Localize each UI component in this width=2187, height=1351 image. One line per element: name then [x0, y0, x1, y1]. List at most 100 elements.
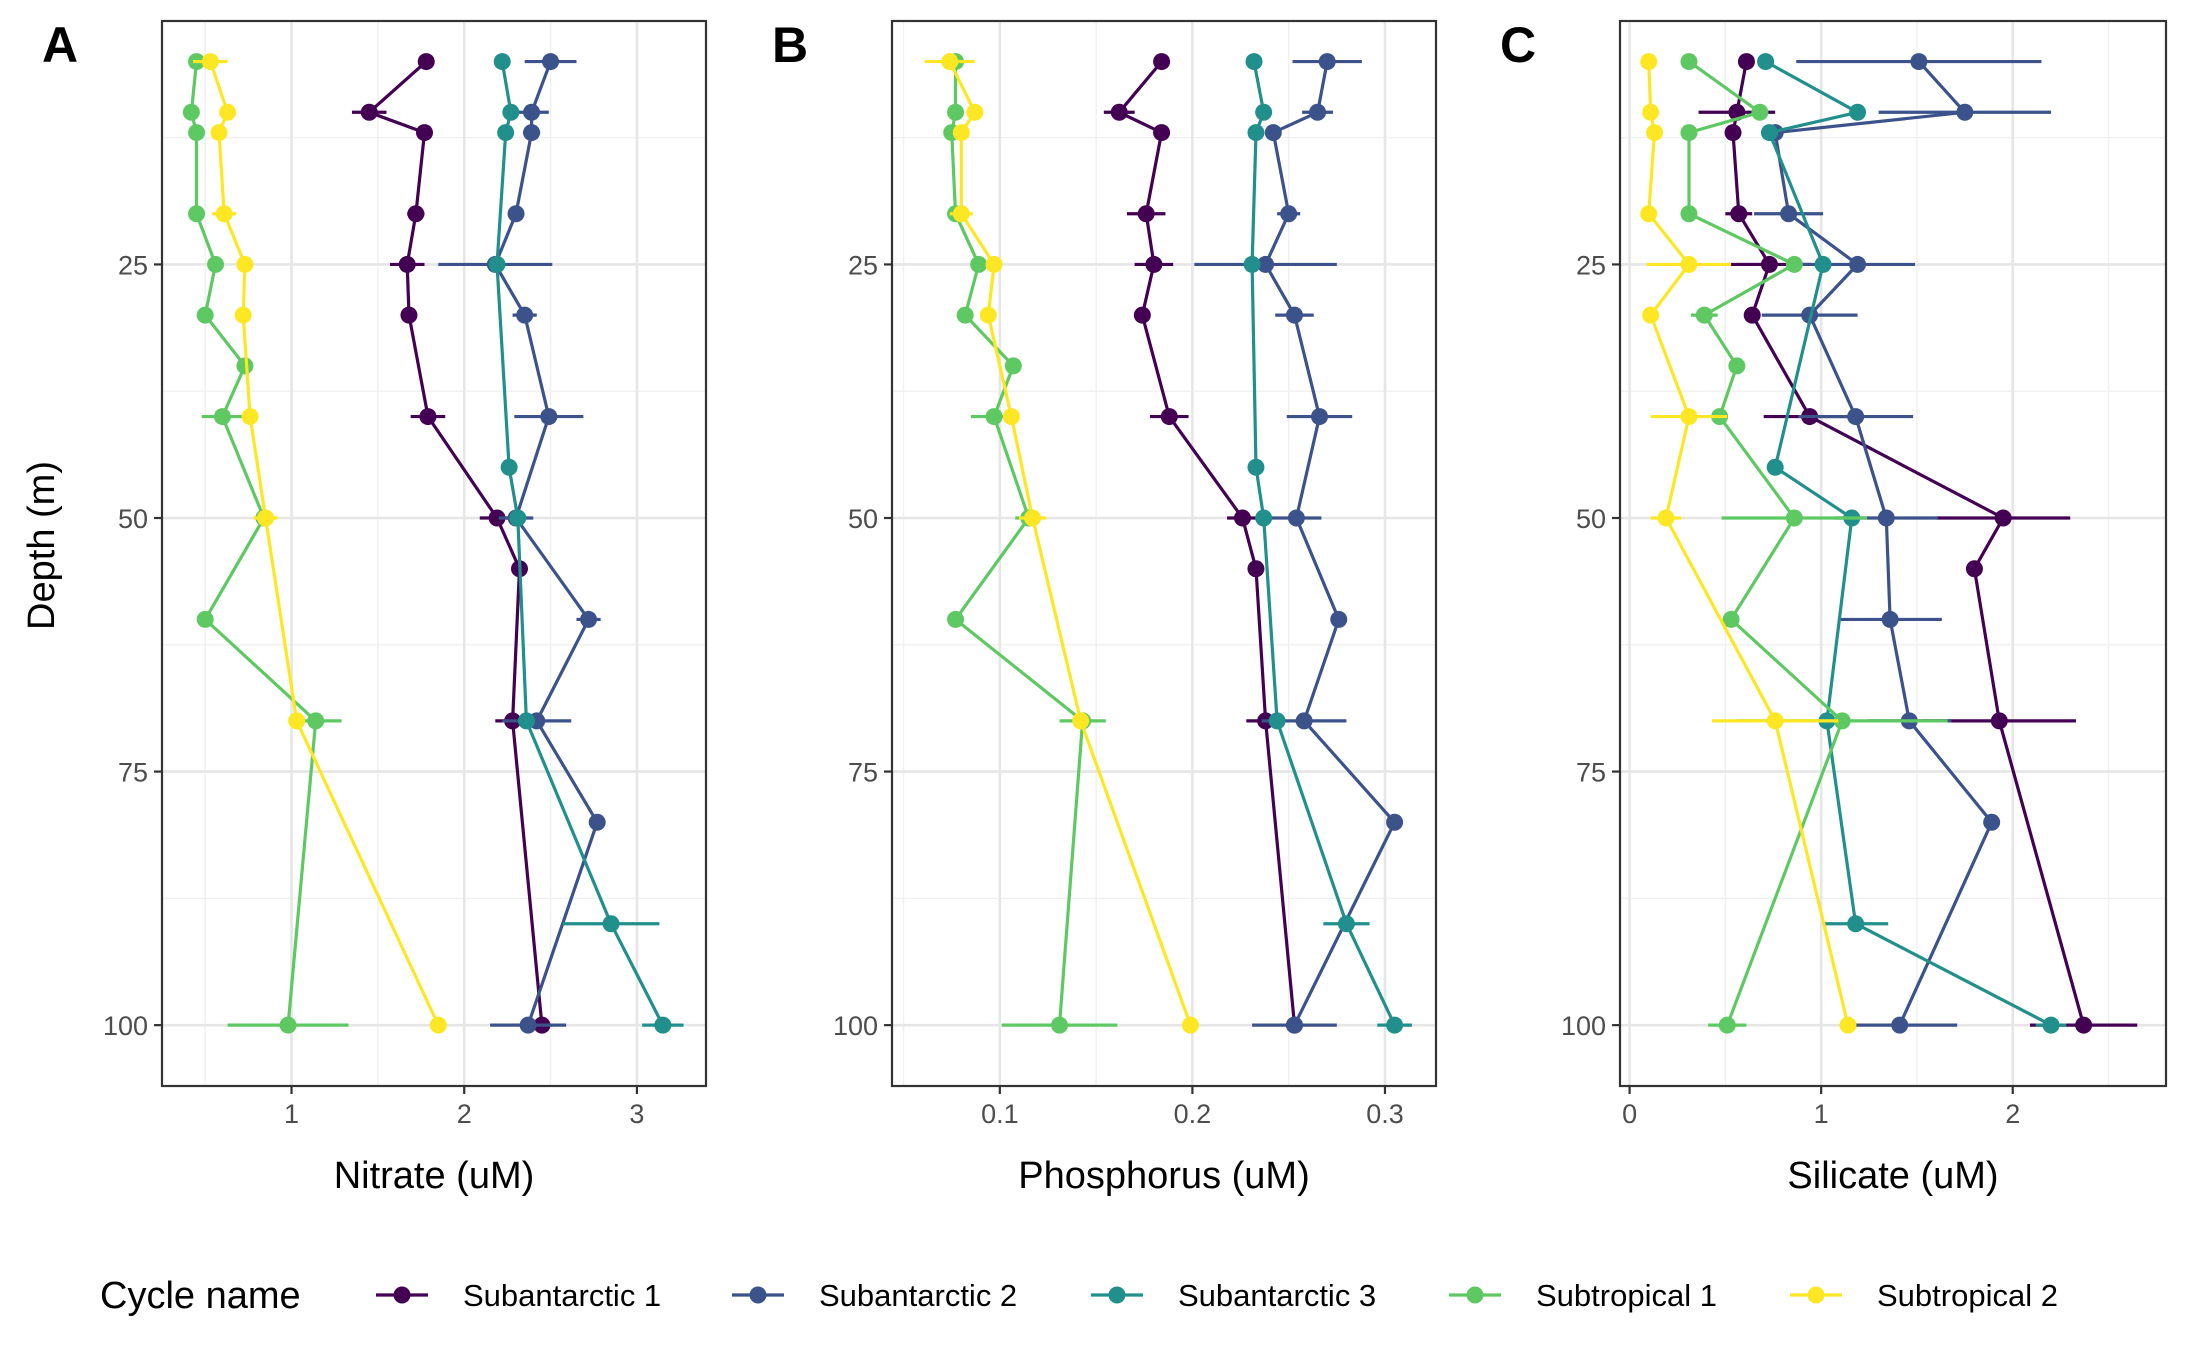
- panel-letter: B: [772, 17, 808, 73]
- data-point: [941, 53, 959, 71]
- data-point: [1983, 813, 2001, 831]
- legend-item: Subantarctic 2: [732, 1278, 1017, 1313]
- data-point: [602, 915, 620, 933]
- data-point: [1642, 103, 1660, 121]
- data-point: [1110, 103, 1128, 121]
- data-point: [2075, 1016, 2093, 1034]
- data-point: [488, 255, 506, 273]
- x-tick-label: 0: [1622, 1099, 1637, 1129]
- data-point: [1024, 509, 1042, 527]
- data-point: [1881, 610, 1899, 628]
- legend-label: Subantarctic 1: [463, 1278, 661, 1313]
- data-point: [1268, 712, 1286, 730]
- data-point: [1839, 1016, 1857, 1034]
- data-point: [1722, 610, 1740, 628]
- series-line: [1773, 60, 1994, 1026]
- series-subantarctic-3: [488, 53, 684, 1034]
- series-line: [1764, 60, 2052, 1027]
- data-point: [979, 306, 997, 324]
- x-axis-title: Nitrate (uM): [334, 1155, 535, 1197]
- data-point: [2042, 1016, 2060, 1034]
- data-point: [1247, 458, 1265, 476]
- data-point: [1645, 124, 1663, 142]
- data-point: [1137, 205, 1155, 223]
- data-point: [1760, 255, 1778, 273]
- legend-item: Subantarctic 1: [376, 1278, 661, 1313]
- data-point: [1833, 712, 1851, 730]
- data-point: [1181, 1016, 1199, 1034]
- data-point: [1264, 124, 1282, 142]
- data-point: [517, 712, 535, 730]
- data-point: [196, 306, 214, 324]
- data-point: [985, 255, 1003, 273]
- data-point: [1891, 1016, 1909, 1034]
- data-point: [500, 458, 518, 476]
- data-point: [1330, 610, 1348, 628]
- data-point: [1337, 915, 1355, 933]
- data-point: [1994, 509, 2012, 527]
- legend-key-point: [1466, 1286, 1484, 1304]
- data-point: [1072, 712, 1090, 730]
- data-point: [1657, 509, 1675, 527]
- data-point: [1728, 357, 1746, 375]
- panel-border: [160, 19, 708, 1088]
- data-point: [1002, 408, 1020, 426]
- legend-key-point: [1807, 1286, 1825, 1304]
- data-point: [493, 53, 511, 71]
- data-point: [1640, 205, 1658, 223]
- panel-border: [890, 19, 1438, 1088]
- series-line: [1250, 61, 1397, 1026]
- data-point: [1640, 53, 1658, 71]
- data-point: [516, 306, 534, 324]
- data-point: [1680, 124, 1698, 142]
- data-point: [213, 408, 231, 426]
- data-point: [1785, 509, 1803, 527]
- data-point: [1956, 103, 1974, 121]
- data-point: [588, 813, 606, 831]
- data-point: [219, 103, 237, 121]
- data-point: [1990, 712, 2008, 730]
- data-point: [1847, 408, 1865, 426]
- series-line: [189, 61, 318, 1026]
- data-point: [1257, 255, 1275, 273]
- legend-item: Subtropical 1: [1449, 1278, 1717, 1313]
- data-point: [1695, 306, 1713, 324]
- data-point: [497, 124, 515, 142]
- data-point: [1153, 53, 1171, 71]
- y-tick-label: 50: [848, 504, 878, 534]
- data-point: [188, 124, 206, 142]
- x-tick-label: 1: [284, 1099, 299, 1129]
- series-subtropical-1: [182, 53, 349, 1034]
- data-point: [257, 509, 275, 527]
- data-point: [236, 357, 254, 375]
- data-point: [952, 205, 970, 223]
- data-point: [196, 610, 214, 628]
- x-tick-label: 0.2: [1174, 1099, 1212, 1129]
- data-point: [1255, 103, 1273, 121]
- panel-letter: C: [1500, 17, 1536, 73]
- legend-key-point: [749, 1286, 767, 1304]
- x-axis-title: Silicate (uM): [1787, 1155, 1998, 1197]
- data-point: [1233, 509, 1251, 527]
- data-point: [241, 408, 259, 426]
- panel-a: 1 2 3 25 50 75 100 Nitrate (uM) A: [42, 17, 708, 1197]
- data-point: [1737, 53, 1755, 71]
- data-point: [210, 124, 228, 142]
- data-point: [1310, 408, 1328, 426]
- y-tick-label: 75: [1576, 758, 1606, 788]
- data-point: [1680, 408, 1698, 426]
- data-point: [429, 1016, 447, 1034]
- data-point: [1680, 205, 1698, 223]
- data-point: [1785, 255, 1803, 273]
- data-point: [1386, 1016, 1404, 1034]
- data-point: [1718, 1016, 1736, 1034]
- data-point: [523, 124, 541, 142]
- data-point: [307, 712, 325, 730]
- series-line: [208, 61, 440, 1026]
- data-point: [947, 610, 965, 628]
- data-point: [1318, 53, 1336, 71]
- data-point: [580, 610, 598, 628]
- y-tick-label: 100: [1561, 1011, 1606, 1041]
- y-tick-label: 100: [833, 1011, 878, 1041]
